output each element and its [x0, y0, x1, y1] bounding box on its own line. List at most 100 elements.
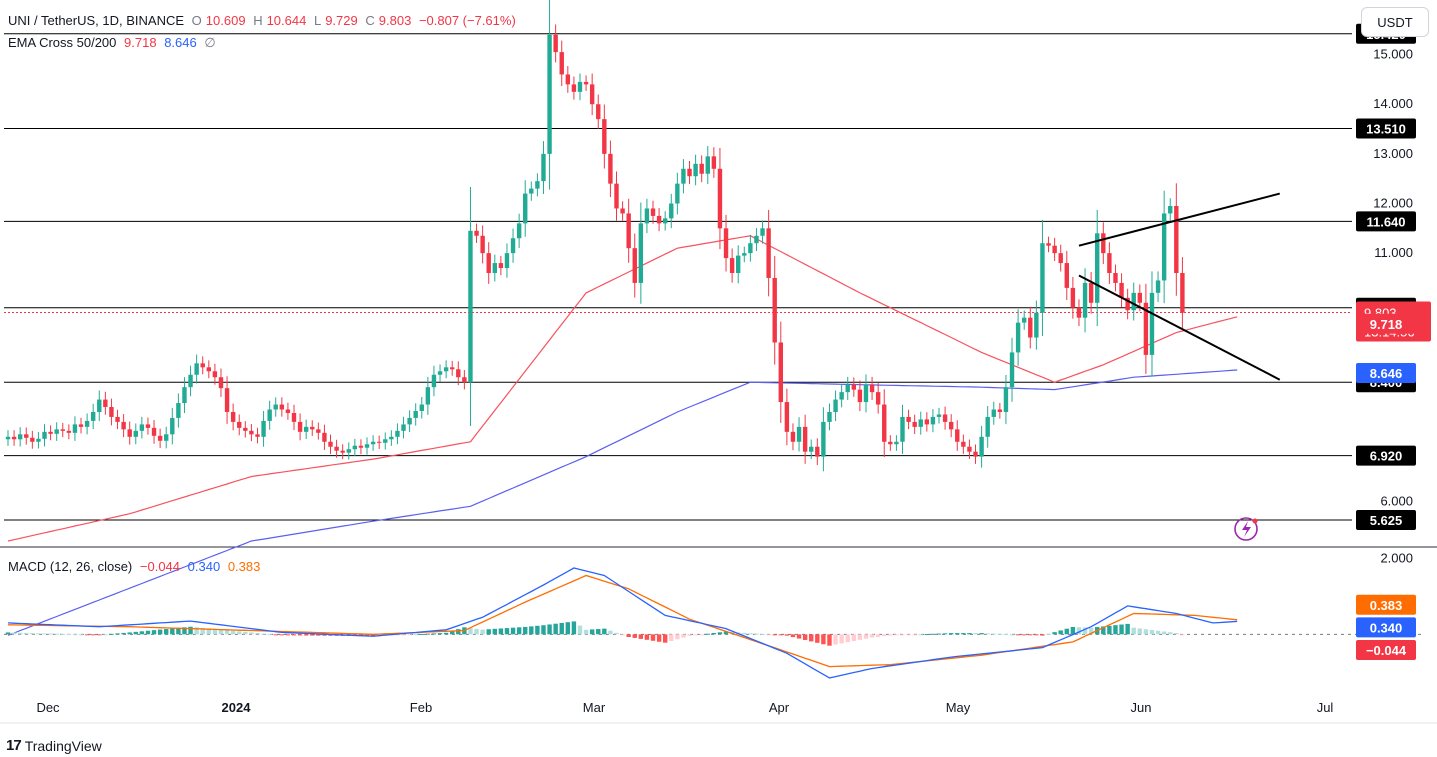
candle-body: [857, 389, 863, 403]
macd-histogram-bar: [1143, 629, 1149, 635]
macd-histogram-bar: [705, 633, 710, 635]
candle-body: [84, 420, 90, 427]
open-value: 10.609: [205, 13, 246, 28]
macd-histogram-bar: [1137, 628, 1143, 635]
candle-body: [1076, 307, 1082, 318]
candle-body: [407, 417, 412, 425]
macd-histogram-bar: [985, 633, 990, 635]
macd-histogram-bar: [212, 629, 218, 635]
macd-histogram-bar: [541, 625, 546, 635]
candle-body: [1052, 245, 1057, 254]
macd-histogram-bar: [602, 628, 607, 635]
macd-histogram-bar: [529, 626, 534, 635]
macd-histogram-bar: [206, 628, 212, 635]
candle-body: [249, 430, 254, 435]
candle-body: [1070, 287, 1076, 308]
candle-body: [36, 438, 41, 442]
candle-body: [504, 253, 510, 269]
macd-legend: MACD (12, 26, close) −0.044 0.340 0.383: [8, 559, 264, 574]
candle-body: [5, 436, 11, 440]
macd-histogram-bar: [1168, 632, 1173, 635]
candle-body: [669, 203, 674, 219]
macd-histogram-bar: [833, 634, 838, 645]
candle-body: [364, 444, 370, 448]
macd-histogram-bar: [97, 634, 102, 636]
candle-body: [869, 384, 875, 393]
macd-histogram-bar: [72, 634, 78, 636]
candle-body: [760, 228, 765, 236]
candle-body: [979, 436, 984, 457]
candle-body: [784, 402, 790, 432]
macd-histogram-bar: [1131, 627, 1136, 635]
macd-histogram-bar: [1113, 625, 1118, 635]
macd-histogram-bar: [395, 634, 400, 636]
brand[interactable]: 17 TradingView: [6, 737, 102, 754]
macd-histogram-bar: [1119, 624, 1124, 635]
macd-histogram-bar: [553, 623, 558, 635]
candle-body: [620, 208, 625, 214]
candle-body: [1161, 213, 1167, 281]
macd-histogram-bar: [1076, 627, 1082, 635]
candle-body: [376, 441, 382, 443]
candle-body: [772, 277, 777, 343]
level-label: 13.510: [1366, 122, 1406, 137]
macd-histogram-bar: [42, 633, 47, 635]
macd-histogram-bar: [450, 630, 455, 635]
macd-histogram-bar: [1155, 630, 1161, 635]
candle-body: [699, 163, 704, 174]
macd-histogram-bar: [364, 634, 370, 637]
candle-body: [1143, 302, 1149, 355]
candle-body: [316, 429, 321, 433]
candle-body: [103, 399, 108, 408]
candle-body: [693, 163, 698, 177]
macd-histogram-bar: [413, 634, 418, 636]
macd-histogram-bar: [815, 634, 820, 643]
macd-line: [7, 567, 1238, 679]
macd-histogram-bar: [36, 633, 41, 635]
macd-histogram-bar: [894, 634, 899, 636]
candle-body: [66, 430, 72, 433]
macd-histogram-bar: [145, 630, 151, 635]
macd-histogram-bar: [456, 629, 461, 635]
price-axis-tick: 2.000: [1380, 550, 1413, 565]
macd-histogram-bar: [802, 634, 808, 640]
macd-histogram-bar: [638, 634, 644, 639]
macd-histogram-bar: [596, 629, 601, 635]
macd-histogram-bar: [492, 628, 497, 635]
candle-body: [1082, 282, 1088, 318]
candle-body: [863, 384, 869, 403]
candle-body: [255, 434, 260, 437]
candle-body: [778, 342, 783, 403]
candle-body: [541, 153, 546, 182]
macd-histogram-bar: [589, 629, 595, 635]
currency-button[interactable]: USDT: [1361, 7, 1429, 37]
time-axis-tick: May: [946, 700, 971, 715]
candle-body: [188, 374, 193, 388]
macd-histogram-bar: [863, 634, 869, 639]
candle-body: [145, 424, 151, 428]
candle-body: [766, 228, 771, 278]
candle-body: [182, 387, 187, 404]
macd-histogram-bar: [230, 630, 236, 635]
candle-body: [961, 441, 966, 447]
candle-body: [1058, 253, 1063, 264]
ema-legend: EMA Cross 50/200 9.718 8.646 ∅: [8, 35, 220, 51]
macd-histogram-bar: [997, 633, 1003, 635]
macd-histogram-bar: [748, 633, 753, 635]
candle-body: [608, 153, 613, 184]
macd-histogram-bar: [224, 630, 230, 635]
macd-histogram-bar: [17, 632, 23, 635]
candle-body: [973, 451, 978, 457]
low-value: 9.729: [325, 13, 358, 28]
candle-body: [790, 431, 796, 442]
macd-histogram-bar: [30, 633, 35, 635]
macd-histogram-bar: [888, 634, 893, 636]
macd-histogram-bar: [681, 634, 686, 638]
ema-slow-label: 8.646: [1370, 366, 1403, 381]
candle-body: [109, 407, 114, 417]
macd-histogram-bar: [1174, 632, 1179, 635]
macd-histogram-bar: [90, 634, 96, 636]
candle-body: [139, 424, 145, 431]
macd-histogram-bar: [60, 633, 65, 635]
